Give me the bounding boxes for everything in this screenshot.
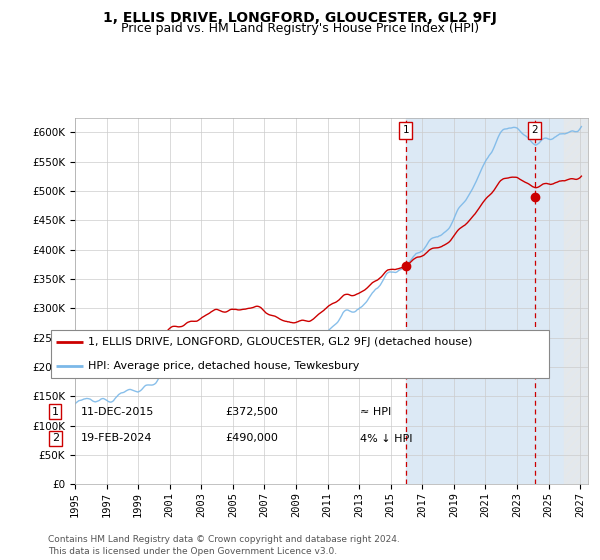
Text: 19-FEB-2024: 19-FEB-2024 xyxy=(81,433,152,444)
Text: Price paid vs. HM Land Registry's House Price Index (HPI): Price paid vs. HM Land Registry's House … xyxy=(121,22,479,35)
Text: £490,000: £490,000 xyxy=(225,433,278,444)
Text: 1: 1 xyxy=(403,125,409,136)
FancyBboxPatch shape xyxy=(50,330,550,378)
Text: 1, ELLIS DRIVE, LONGFORD, GLOUCESTER, GL2 9FJ (detached house): 1, ELLIS DRIVE, LONGFORD, GLOUCESTER, GL… xyxy=(88,337,473,347)
Text: 2: 2 xyxy=(52,433,59,444)
Text: £372,500: £372,500 xyxy=(225,407,278,417)
Text: 11-DEC-2015: 11-DEC-2015 xyxy=(81,407,154,417)
Bar xyxy=(406,118,588,484)
Text: 1: 1 xyxy=(52,407,59,417)
Bar xyxy=(565,118,588,484)
Text: 2: 2 xyxy=(532,125,538,136)
Text: 1, ELLIS DRIVE, LONGFORD, GLOUCESTER, GL2 9FJ: 1, ELLIS DRIVE, LONGFORD, GLOUCESTER, GL… xyxy=(103,11,497,25)
Text: ≈ HPI: ≈ HPI xyxy=(360,407,391,417)
Text: HPI: Average price, detached house, Tewkesbury: HPI: Average price, detached house, Tewk… xyxy=(88,361,359,371)
Text: Contains HM Land Registry data © Crown copyright and database right 2024.
This d: Contains HM Land Registry data © Crown c… xyxy=(48,535,400,556)
Text: 4% ↓ HPI: 4% ↓ HPI xyxy=(360,433,413,444)
